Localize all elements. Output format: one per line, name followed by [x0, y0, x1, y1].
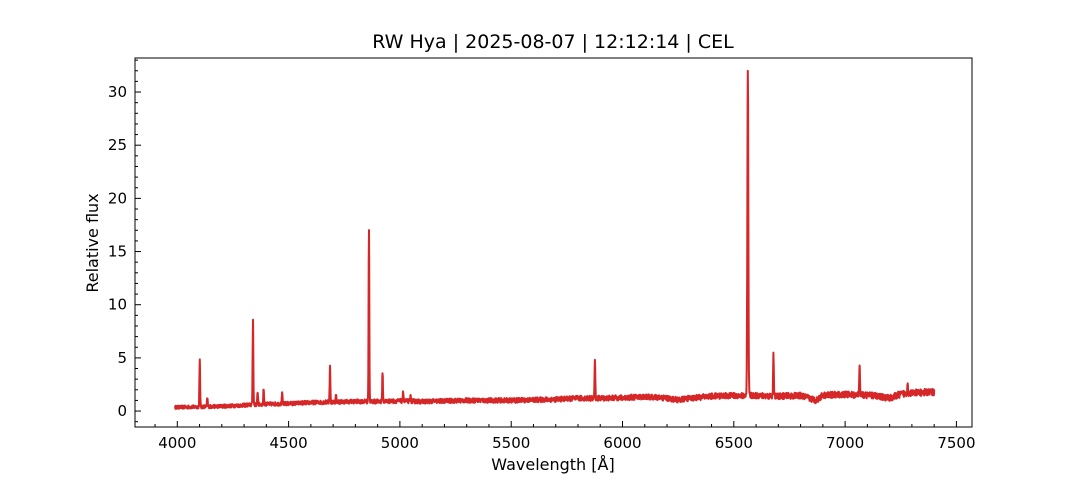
y-tick-label: 0 [117, 402, 127, 420]
x-tick-label: 6000 [603, 434, 641, 452]
x-tick-label: 5000 [381, 434, 419, 452]
axis-ticks: 4000 4500 5000 5500 6000 6500 7000 7500 0 5 10 15 20… [108, 59, 976, 452]
y-tick-label: 30 [108, 83, 127, 101]
y-tick-label: 10 [108, 296, 127, 314]
y-tick-label: 5 [117, 349, 127, 367]
y-tick-label: 20 [108, 189, 127, 207]
x-tick-label: 7000 [826, 434, 864, 452]
spectrum-line [174, 69, 936, 410]
plot-area [174, 69, 936, 410]
x-tick-label: 7500 [937, 434, 975, 452]
chart-title: RW Hya | 2025-08-07 | 12:12:14 | CEL [372, 31, 734, 53]
x-tick-label: 5500 [492, 434, 530, 452]
plot-frame [134, 57, 973, 428]
x-tick-label: 4000 [158, 434, 196, 452]
x-tick-label: 4500 [270, 434, 308, 452]
x-tick-label: 6500 [715, 434, 753, 452]
y-tick-label: 25 [108, 136, 127, 154]
y-tick-label: 15 [108, 243, 127, 261]
x-axis-label: Wavelength [Å] [491, 455, 614, 474]
y-axis-label: Relative flux [83, 193, 102, 292]
